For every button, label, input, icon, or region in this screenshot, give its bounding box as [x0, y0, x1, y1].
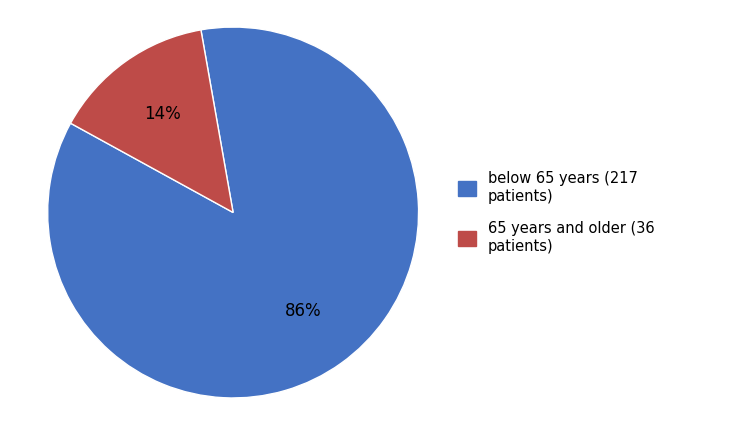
Wedge shape — [47, 27, 419, 398]
Wedge shape — [71, 30, 233, 212]
Text: 86%: 86% — [285, 301, 322, 320]
Text: 14%: 14% — [144, 105, 181, 124]
Legend: below 65 years (217
patients), 65 years and older (36
patients): below 65 years (217 patients), 65 years … — [459, 171, 654, 254]
